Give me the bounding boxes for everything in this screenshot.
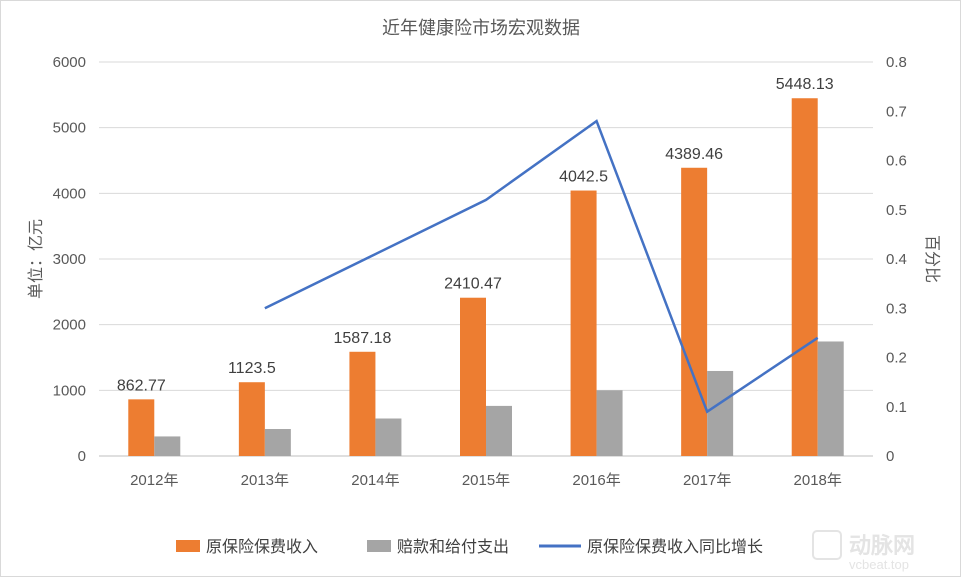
x-tick-label: 2017年 — [683, 472, 731, 489]
right-tick-label: 0.1 — [886, 399, 907, 416]
left-tick-label: 5000 — [53, 120, 86, 137]
growth-line — [264, 119, 819, 414]
data-label: 4389.46 — [665, 146, 723, 163]
x-tick-label: 2013年 — [241, 472, 289, 489]
bar — [817, 341, 844, 456]
data-labels: 862.77 1123.5 1587.18 2410.47 4042.5 4389.46 5… — [117, 76, 834, 394]
bar — [128, 399, 155, 456]
x-tick-label: 2016年 — [572, 472, 620, 489]
bar — [375, 418, 402, 456]
right-axis-title: 百分比 — [923, 235, 941, 283]
data-label: 5448.13 — [776, 76, 834, 93]
right-tick-label: 0.5 — [886, 202, 907, 219]
bar — [349, 351, 376, 456]
left-axis-title: 单位：亿元 — [27, 219, 45, 299]
data-label: 2410.47 — [444, 276, 502, 293]
legend-swatch — [176, 540, 200, 552]
bar — [264, 429, 291, 456]
data-label: 1587.18 — [334, 330, 392, 347]
right-tick-label: 0.2 — [886, 350, 907, 367]
left-tick-label: 1000 — [53, 382, 86, 399]
growth-line-path — [264, 119, 819, 414]
right-tick-label: 0 — [886, 448, 894, 465]
bar — [570, 190, 597, 457]
left-tick-label: 0 — [78, 448, 86, 465]
bar — [460, 297, 486, 456]
bar — [791, 98, 818, 456]
left-tick-label: 3000 — [53, 251, 86, 268]
bars — [128, 98, 844, 457]
right-axis-ticks: 0 0.1 0.2 0.3 0.4 0.5 0.6 0.7 0.8 — [886, 54, 907, 465]
watermark-domain: vcbeat.top — [849, 557, 909, 572]
chart-title: 近年健康险市场宏观数据 — [382, 18, 580, 38]
bar — [154, 436, 181, 456]
data-label: 862.77 — [117, 377, 166, 394]
x-tick-label: 2014年 — [351, 472, 399, 489]
watermark: 动脉网 vcbeat.top — [812, 530, 915, 572]
bar — [238, 382, 265, 456]
x-tick-label: 2012年 — [130, 472, 178, 489]
legend-label: 原保险保费收入同比增长 — [587, 538, 763, 556]
left-tick-label: 4000 — [53, 185, 86, 202]
legend-swatch — [367, 540, 391, 552]
left-tick-label: 6000 — [53, 54, 86, 71]
legend: 原保险保费收入 赔款和给付支出 原保险保费收入同比增长 — [176, 538, 763, 556]
x-axis-ticks: 2012年 2013年 2014年 2015年 2016年 2017年 2018年 — [130, 472, 842, 489]
bar — [486, 405, 512, 456]
right-tick-label: 0.6 — [886, 153, 907, 170]
right-tick-label: 0.4 — [886, 251, 907, 268]
bar — [707, 370, 734, 456]
legend-label: 原保险保费收入 — [206, 538, 318, 556]
x-tick-label: 2015年 — [462, 472, 510, 489]
data-label: 4042.5 — [559, 169, 608, 186]
data-label: 1123.5 — [228, 360, 276, 377]
left-axis-ticks: 0 1000 2000 3000 4000 5000 6000 — [53, 54, 86, 465]
left-tick-label: 2000 — [53, 317, 86, 334]
x-tick-label: 2018年 — [794, 472, 842, 489]
bar — [596, 390, 623, 456]
right-tick-label: 0.8 — [886, 54, 907, 71]
watermark-logo-icon — [812, 530, 842, 560]
bar — [681, 167, 708, 456]
watermark-brand: 动脉网 — [849, 533, 915, 558]
right-tick-label: 0.3 — [886, 300, 907, 317]
right-tick-label: 0.7 — [886, 103, 907, 120]
legend-label: 赔款和给付支出 — [397, 538, 509, 556]
